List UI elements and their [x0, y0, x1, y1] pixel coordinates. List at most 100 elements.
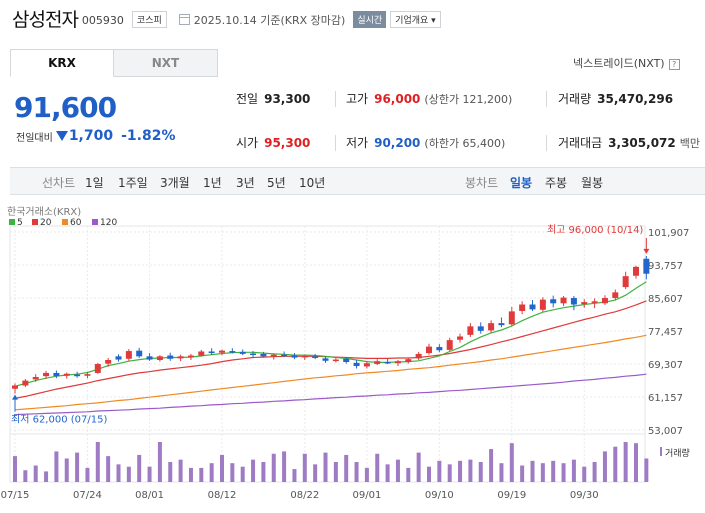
volume-bar — [178, 459, 183, 482]
x-tick-label: 09/01 — [352, 490, 381, 501]
help-icon[interactable]: ? — [668, 59, 680, 70]
divider — [546, 135, 547, 151]
volume-bar — [364, 467, 369, 482]
stat-volume-label: 거래량 — [558, 92, 592, 106]
period-10y[interactable]: 10년 — [299, 176, 326, 190]
lower-limit: (하한가 65,400) — [424, 137, 506, 150]
title-row: 삼성전자 005930 코스피 2025.10.14 기준(KRX 장마감) 실… — [12, 4, 441, 32]
candle-body — [167, 355, 174, 359]
candle-body — [94, 364, 101, 373]
divider — [335, 135, 336, 151]
nextrade-label: 넥스트레이드(NXT)? — [573, 55, 680, 71]
candle-body — [12, 385, 18, 389]
volume-bar — [395, 459, 400, 482]
tab-krx[interactable]: KRX — [10, 49, 114, 77]
candle-body — [457, 336, 464, 340]
date-text: 2025.10.14 기준(KRX 장마감) — [193, 13, 346, 27]
realtime-button[interactable]: 실시간 — [353, 11, 387, 28]
candle-body — [198, 351, 205, 356]
volume-bar — [64, 458, 69, 482]
chart-frame — [9, 225, 646, 483]
legend-swatch-5 — [9, 219, 15, 225]
candle-body — [405, 359, 412, 363]
x-tick-label: 08/12 — [208, 490, 237, 501]
calendar-icon — [178, 14, 190, 25]
candle-body — [539, 299, 546, 310]
volume-bar — [261, 462, 266, 482]
stat-low-label: 저가 — [346, 136, 369, 150]
volume-bar — [13, 456, 17, 482]
period-1d[interactable]: 1일 — [85, 176, 104, 190]
volume-bar — [427, 466, 431, 482]
change-label: 전일대비 — [16, 132, 53, 144]
legend-swatch-60 — [62, 219, 68, 225]
candle-body — [22, 380, 29, 386]
volume-bar — [95, 442, 100, 482]
price-chart: 한국거래소(KRX)5 20 60 120 101,907 93,757 85,607 77,… — [1, 206, 690, 501]
period-3y[interactable]: 3년 — [236, 176, 255, 190]
high-annotation: 최고 96,000 (10/14) — [547, 224, 643, 236]
stat-open-label: 시가 — [236, 136, 259, 150]
company-overview-button[interactable]: 기업개요 ▾ — [390, 11, 441, 28]
candle-body — [570, 298, 577, 305]
candle-body — [426, 346, 432, 354]
legend-label-20: 20 — [40, 218, 52, 228]
candle-body — [301, 355, 308, 358]
x-tick-label: 09/30 — [570, 490, 599, 501]
stat-amount: 거래대금 3,305,072 백만 — [558, 134, 700, 151]
candle-weekly[interactable]: 주봉 — [545, 176, 568, 190]
x-tick-label: 08/01 — [135, 490, 164, 501]
stat-amount-value: 3,305,072 — [608, 136, 676, 150]
down-triangle-icon — [55, 131, 68, 141]
candle-body — [43, 372, 50, 377]
volume-bar — [209, 463, 214, 482]
candle-body — [146, 356, 153, 360]
market-tabs: KRX NXT — [10, 49, 218, 77]
period-5y[interactable]: 5년 — [267, 176, 286, 190]
stat-prev: 전일 93,300 — [236, 90, 310, 107]
x-tick-label: 09/19 — [497, 490, 526, 501]
candle-body — [229, 351, 236, 353]
x-tick-label: 09/10 — [425, 490, 454, 501]
volume-bar — [540, 463, 545, 482]
volume-bar — [354, 462, 359, 482]
volume-bar — [458, 460, 463, 482]
nextrade-text: 넥스트레이드(NXT) — [573, 57, 665, 70]
volume-bar — [106, 456, 111, 482]
legend-swatch-20 — [32, 219, 38, 225]
stat-low: 저가 90,200 (하한가 65,400) — [346, 134, 505, 151]
candle-body — [239, 351, 246, 354]
x-tick-label: 08/22 — [290, 490, 319, 501]
volume-bar — [582, 466, 587, 482]
volume-bar — [75, 452, 80, 482]
stat-volume: 거래량 35,470,296 — [558, 90, 673, 107]
candle-body — [529, 304, 536, 310]
price-change: 전일대비 1,700 -1.82% — [16, 128, 176, 144]
legend-label-120: 120 — [100, 218, 117, 228]
candle-body — [343, 358, 350, 363]
x-tick-label: 07/24 — [73, 490, 102, 501]
volume-bar — [468, 459, 473, 482]
tab-nxt[interactable]: NXT — [114, 49, 218, 77]
candle-body — [156, 356, 163, 360]
candle-body — [622, 276, 629, 288]
candle-body — [74, 374, 81, 377]
period-1y[interactable]: 1년 — [203, 176, 222, 190]
candle-body — [384, 362, 391, 364]
volume-bar — [644, 458, 649, 482]
ma-line-120 — [14, 373, 647, 416]
volume-bar — [623, 442, 628, 482]
stock-name: 삼성전자 — [12, 8, 79, 31]
period-3m[interactable]: 3개월 — [160, 176, 190, 190]
y-tick-label: 85,607 — [648, 294, 683, 305]
candle-daily[interactable]: 일봉 — [510, 176, 533, 190]
volume-bar — [168, 462, 173, 482]
candle-body — [488, 323, 495, 331]
candle-monthly[interactable]: 월봉 — [581, 176, 604, 190]
legend-label-60: 60 — [70, 218, 82, 228]
period-1w[interactable]: 1주일 — [118, 176, 148, 190]
candle-body — [322, 358, 329, 361]
candle-body — [467, 326, 474, 335]
volume-bar — [385, 464, 390, 482]
volume-bar — [23, 470, 28, 482]
